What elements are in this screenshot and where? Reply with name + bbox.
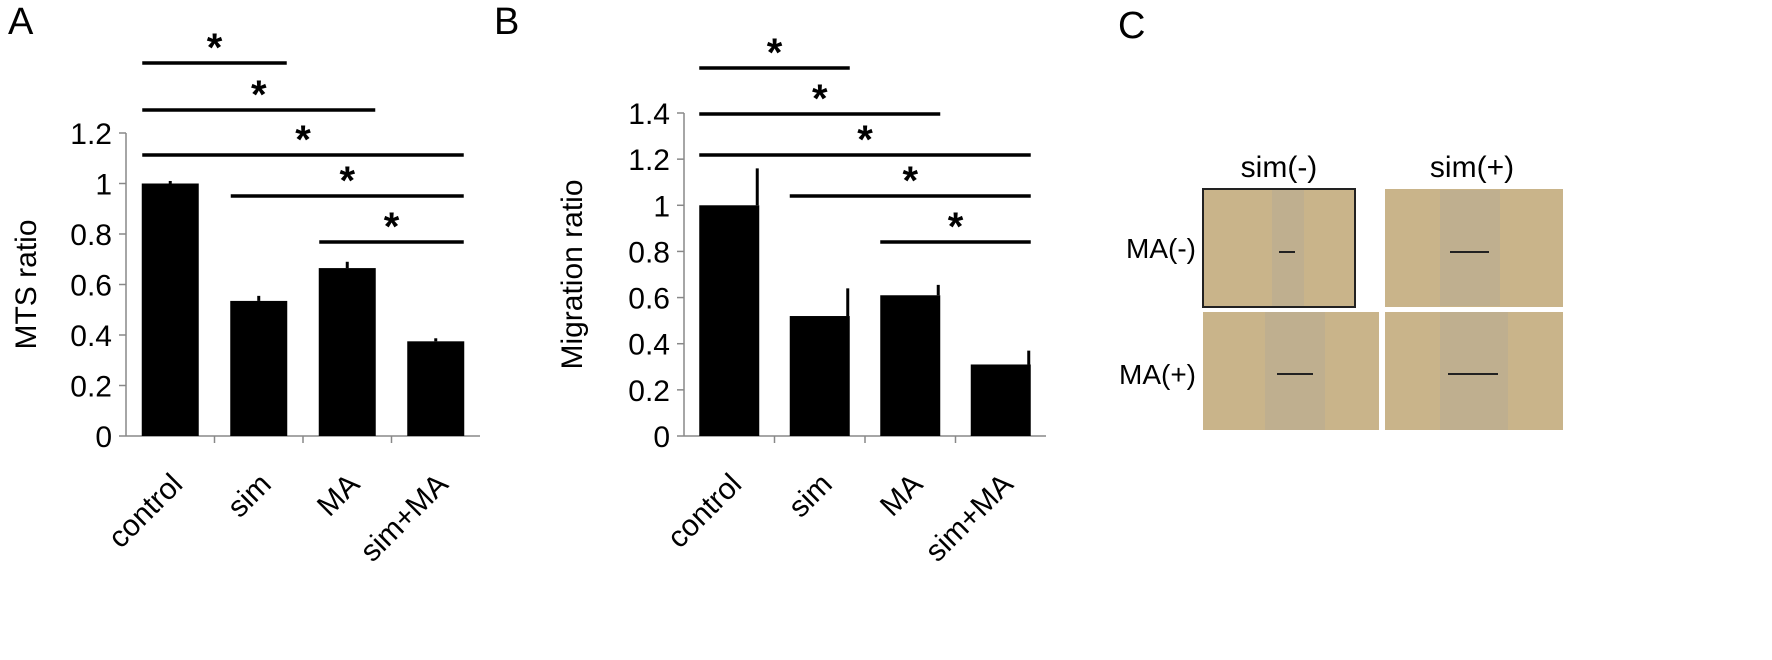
chart-b-migration: 0 0.2 0.4 0.6 0.8 1 1.2 1.4 Migration ratio contr… [556,31,1046,568]
y-tick-label: 0.8 [628,236,670,269]
y-tick-label: 1 [653,190,670,223]
panel-c-micrographs: sim(-) sim(+) MA(-) MA(+) [1119,151,1563,430]
x-tick-label: sim+MA [354,468,455,569]
y-tick-label: 1.4 [628,98,670,131]
y-tick-label: 0.6 [628,283,670,316]
x-tick-label: sim [221,468,277,524]
y-axis-title: Migration ratio [556,179,589,369]
bar-MA [880,295,941,436]
y-tick-label: 0.6 [70,270,112,303]
significance-star: * [767,31,783,75]
significance-star: * [812,77,828,121]
y-tick-label: 1 [95,169,112,202]
significance-star: * [857,118,873,162]
significance-star: * [251,73,267,117]
significance-star: * [339,159,355,203]
panel-label-b: B [494,1,519,43]
row-label-ma-minus: MA(-) [1126,233,1196,264]
bar-MA [318,268,376,436]
x-tick-label: sim+MA [919,468,1020,569]
bar-control [699,205,760,436]
row-label-ma-plus: MA(+) [1119,359,1196,390]
significance-star: * [902,159,918,203]
micrograph-sim-minus-ma-minus [1202,188,1356,308]
panel-label-c: C [1118,5,1145,47]
panel-label-a: A [8,1,34,43]
y-tick-label: 0.4 [70,320,112,353]
y-tick-label: 1.2 [70,118,112,151]
y-tick-label: 0.2 [628,375,670,408]
significance-star: * [948,205,964,249]
y-tick-label: 0 [95,421,112,454]
y-tick-label: 0 [653,421,670,454]
x-tick-label: MA [874,468,929,523]
y-tick-label: 0.2 [70,371,112,404]
y-axis-title: MTS ratio [10,219,43,349]
y-tick-label: 0.8 [70,219,112,252]
col-label-sim-plus: sim(+) [1430,151,1514,184]
chart-a-mts: 0 0.2 0.4 0.6 0.8 1 1.2 MTS ratio control sim MAsi… [10,26,480,568]
micrograph-sim-minus-ma-plus [1203,312,1379,430]
bar-control [141,183,199,436]
bar-sim [789,316,850,436]
bar-sim+MA [970,364,1031,436]
x-tick-label: control [102,468,189,555]
micrograph-sim-plus-ma-plus [1385,312,1563,430]
significance-star: * [295,118,311,162]
bar-sim+MA [407,341,465,436]
x-tick-label: control [661,468,748,555]
significance-star: * [207,26,223,70]
col-label-sim-minus: sim(-) [1241,151,1318,184]
y-tick-label: 1.2 [628,144,670,177]
x-tick-label: MA [311,468,366,523]
x-tick-label: sim [782,468,838,524]
bar-sim [230,300,288,436]
y-tick-label: 0.4 [628,329,670,362]
micrograph-sim-plus-ma-minus [1385,189,1563,307]
significance-star: * [384,205,400,249]
